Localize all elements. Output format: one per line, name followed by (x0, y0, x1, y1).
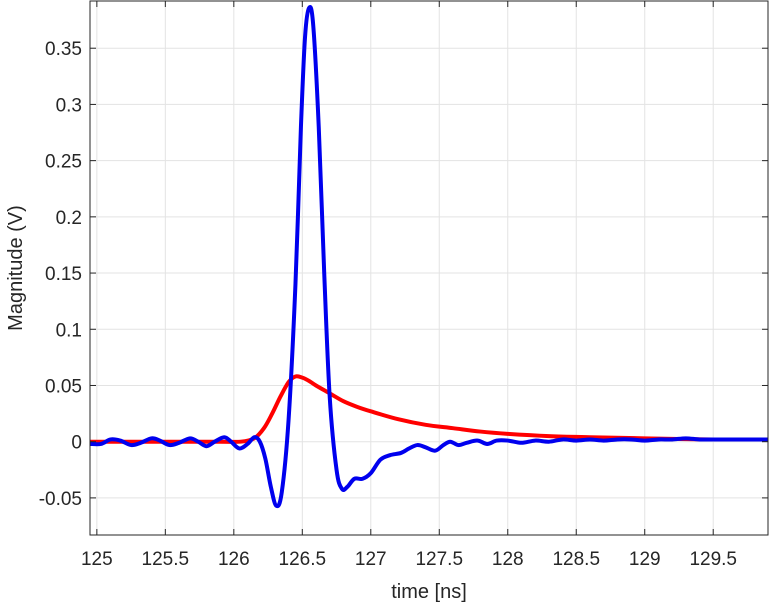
y-tick-label: 0 (71, 433, 82, 454)
series-blue-line (90, 4, 768, 509)
y-tick-label: 0.05 (45, 376, 82, 397)
x-tick-label: 126.5 (279, 549, 327, 570)
x-tick-label: 125 (81, 549, 113, 570)
y-tick-label: -0.05 (39, 489, 82, 510)
y-tick-label: 0.15 (45, 264, 82, 285)
y-axis-label: Magnitude (V) (5, 205, 27, 331)
x-tick-label: 127 (355, 549, 387, 570)
x-tick-label: 128.5 (552, 549, 600, 570)
y-tick-label: 0.3 (56, 95, 82, 116)
x-tick-label: 127.5 (415, 549, 463, 570)
ticks (90, 1, 768, 535)
y-tick-label: 0.2 (56, 208, 82, 229)
plot-frame (89, 0, 769, 536)
y-tick-label: 0.25 (45, 152, 82, 173)
x-tick-label: 128 (492, 549, 524, 570)
x-tick-label: 126 (218, 549, 250, 570)
plot-background (90, 1, 768, 535)
x-tick-label: 129 (629, 549, 661, 570)
series-layer (90, 4, 768, 509)
y-tick-labels: -0.05 0 0.05 0.1 0.15 0.2 0.25 0.3 0.35 (39, 39, 82, 510)
y-tick-label: 0.1 (56, 320, 82, 341)
y-tick-label: 0.35 (45, 39, 82, 60)
x-tick-labels: 125 125.5 126 126.5 127 127.5 128 128.5 129 129.5 (81, 549, 737, 570)
x-tick-label: 125.5 (142, 549, 190, 570)
x-axis-label: time [ns] (391, 581, 467, 603)
x-tick-label: 129.5 (689, 549, 737, 570)
